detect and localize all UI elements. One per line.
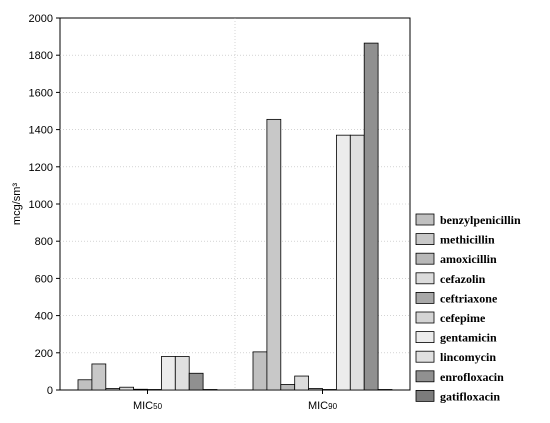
bar (160, 356, 176, 391)
bar (188, 372, 204, 391)
bar (91, 363, 107, 391)
bar (308, 388, 323, 391)
bar (294, 375, 310, 391)
legend-swatch (415, 252, 435, 265)
legend-swatch (415, 331, 435, 344)
y-tick-label: 0 (47, 385, 53, 397)
x-tick-label: MIC50 (133, 400, 163, 412)
legend-swatch (415, 213, 435, 226)
y-tick-label: 600 (35, 273, 53, 285)
bar (119, 386, 134, 391)
bar (363, 42, 379, 391)
bar (105, 388, 121, 391)
bar (280, 384, 296, 391)
bar (266, 118, 282, 391)
y-tick-label: 1000 (29, 199, 53, 211)
legend-swatch (415, 370, 435, 383)
y-axis-label: mcg/sm³ (11, 183, 23, 226)
legend-label: enrofloxacin (440, 370, 504, 384)
bar (202, 389, 218, 391)
y-tick-label: 200 (35, 348, 53, 360)
legend-label: lincomycin (440, 350, 496, 364)
legend-label: gatifloxacin (440, 389, 500, 403)
legend-swatch (415, 272, 435, 285)
bar (252, 351, 268, 391)
legend-label: gentamicin (440, 331, 497, 345)
legend-swatch (415, 233, 435, 246)
legend-label: amoxicillin (440, 252, 497, 266)
bar (133, 388, 148, 391)
y-tick-label: 400 (35, 311, 53, 323)
y-tick-label: 1800 (29, 50, 53, 62)
legend-swatch (415, 291, 435, 304)
y-tick-label: 1600 (29, 87, 53, 99)
y-tick-label: 800 (35, 236, 53, 248)
legend-label: ceftriaxone (440, 291, 498, 305)
bar (377, 389, 393, 391)
legend-swatch (415, 311, 435, 324)
bar (147, 389, 162, 391)
bar (174, 356, 190, 391)
bar (349, 134, 365, 391)
y-tick-label: 1400 (29, 125, 53, 137)
bar (335, 134, 351, 391)
legend-swatch (415, 350, 435, 363)
y-tick-label: 2000 (29, 13, 53, 25)
legend-label: cefepime (440, 311, 486, 325)
legend-label: benzylpenicillin (440, 213, 521, 227)
legend-label: cefazolin (440, 272, 486, 286)
bar (77, 379, 93, 391)
bar (322, 389, 337, 391)
legend-label: methicillin (440, 233, 495, 247)
legend-swatch (415, 389, 435, 402)
x-tick-label: MIC90 (308, 400, 338, 412)
y-tick-label: 1200 (29, 162, 53, 174)
